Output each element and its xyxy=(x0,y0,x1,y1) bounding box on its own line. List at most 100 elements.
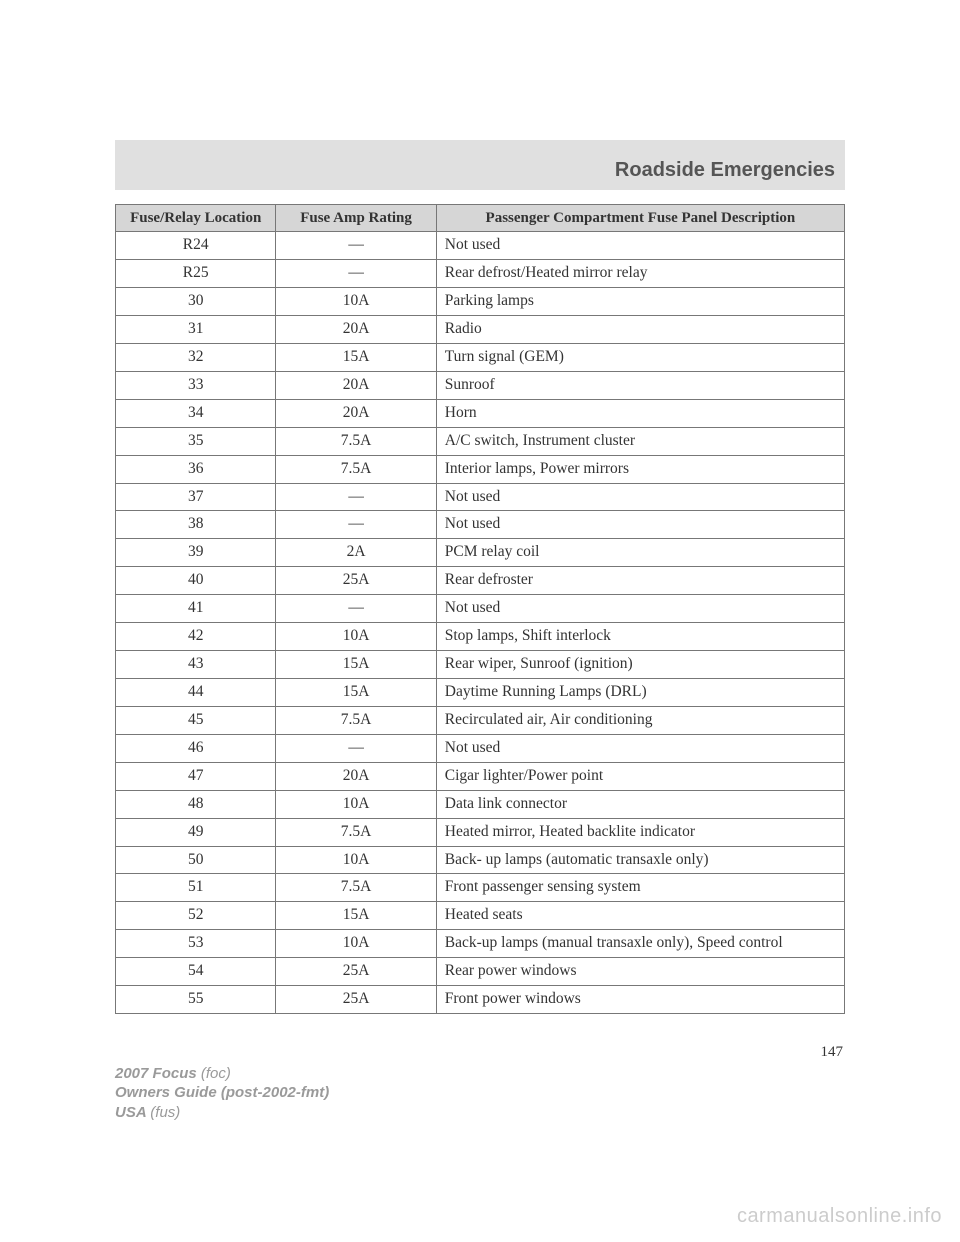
cell-amp: 7.5A xyxy=(276,706,436,734)
footer-model-code: (foc) xyxy=(201,1065,231,1082)
cell-amp: 20A xyxy=(276,399,436,427)
page-content: Roadside Emergencies Fuse/Relay Location… xyxy=(0,0,960,1061)
cell-location: 41 xyxy=(116,595,276,623)
cell-description: Front power windows xyxy=(436,986,844,1014)
cell-description: Not used xyxy=(436,232,844,260)
footer-region: USA xyxy=(115,1104,150,1121)
table-row: 457.5ARecirculated air, Air conditioning xyxy=(116,706,845,734)
cell-amp: 7.5A xyxy=(276,874,436,902)
cell-location: 31 xyxy=(116,316,276,344)
cell-amp: — xyxy=(276,734,436,762)
cell-location: 54 xyxy=(116,958,276,986)
cell-description: PCM relay coil xyxy=(436,539,844,567)
cell-amp: 20A xyxy=(276,316,436,344)
table-row: 3420AHorn xyxy=(116,399,845,427)
cell-description: Not used xyxy=(436,483,844,511)
cell-amp: 15A xyxy=(276,902,436,930)
cell-location: 47 xyxy=(116,762,276,790)
footer-line-2: Owners Guide (post-2002-fmt) xyxy=(115,1083,329,1103)
cell-description: Data link connector xyxy=(436,790,844,818)
cell-description: Cigar lighter/Power point xyxy=(436,762,844,790)
cell-location: 36 xyxy=(116,455,276,483)
cell-location: 40 xyxy=(116,567,276,595)
cell-amp: 15A xyxy=(276,651,436,679)
cell-amp: — xyxy=(276,511,436,539)
cell-description: Not used xyxy=(436,595,844,623)
cell-location: 34 xyxy=(116,399,276,427)
table-row: 4315ARear wiper, Sunroof (ignition) xyxy=(116,651,845,679)
cell-location: 38 xyxy=(116,511,276,539)
cell-location: 49 xyxy=(116,818,276,846)
footer-model: 2007 Focus xyxy=(115,1065,201,1082)
table-row: 3215ATurn signal (GEM) xyxy=(116,343,845,371)
table-row: 4720ACigar lighter/Power point xyxy=(116,762,845,790)
cell-location: 51 xyxy=(116,874,276,902)
table-row: R25—Rear defrost/Heated mirror relay xyxy=(116,260,845,288)
cell-location: 39 xyxy=(116,539,276,567)
cell-amp: 15A xyxy=(276,343,436,371)
fuse-table: Fuse/Relay Location Fuse Amp Rating Pass… xyxy=(115,204,845,1014)
cell-amp: 7.5A xyxy=(276,427,436,455)
table-row: 392APCM relay coil xyxy=(116,539,845,567)
table-row: 3120ARadio xyxy=(116,316,845,344)
cell-location: 42 xyxy=(116,623,276,651)
table-row: 497.5AHeated mirror, Heated backlite ind… xyxy=(116,818,845,846)
cell-location: 53 xyxy=(116,930,276,958)
table-row: 3320ASunroof xyxy=(116,371,845,399)
cell-amp: 20A xyxy=(276,371,436,399)
footer-region-code: (fus) xyxy=(150,1104,180,1121)
cell-description: Rear wiper, Sunroof (ignition) xyxy=(436,651,844,679)
cell-description: Sunroof xyxy=(436,371,844,399)
cell-amp: — xyxy=(276,260,436,288)
cell-description: Turn signal (GEM) xyxy=(436,343,844,371)
cell-amp: 2A xyxy=(276,539,436,567)
table-row: 517.5AFront passenger sensing system xyxy=(116,874,845,902)
cell-amp: 25A xyxy=(276,567,436,595)
cell-description: Radio xyxy=(436,316,844,344)
col-header-description: Passenger Compartment Fuse Panel Descrip… xyxy=(436,205,844,232)
col-header-amp: Fuse Amp Rating xyxy=(276,205,436,232)
cell-amp: 10A xyxy=(276,790,436,818)
cell-description: Stop lamps, Shift interlock xyxy=(436,623,844,651)
table-row: 41—Not used xyxy=(116,595,845,623)
table-row: 5215AHeated seats xyxy=(116,902,845,930)
cell-amp: 20A xyxy=(276,762,436,790)
cell-amp: 7.5A xyxy=(276,455,436,483)
cell-location: 46 xyxy=(116,734,276,762)
cell-location: 35 xyxy=(116,427,276,455)
cell-location: R24 xyxy=(116,232,276,260)
table-row: 4025ARear defroster xyxy=(116,567,845,595)
table-row: 5010ABack- up lamps (automatic transaxle… xyxy=(116,846,845,874)
table-row: 357.5AA/C switch, Instrument cluster xyxy=(116,427,845,455)
table-row: 4415ADaytime Running Lamps (DRL) xyxy=(116,679,845,707)
cell-description: A/C switch, Instrument cluster xyxy=(436,427,844,455)
cell-description: Front passenger sensing system xyxy=(436,874,844,902)
footer-line-1: 2007 Focus (foc) xyxy=(115,1064,329,1084)
cell-amp: — xyxy=(276,595,436,623)
cell-amp: 7.5A xyxy=(276,818,436,846)
cell-description: Heated seats xyxy=(436,902,844,930)
cell-description: Parking lamps xyxy=(436,288,844,316)
cell-amp: 10A xyxy=(276,930,436,958)
table-row: 5310ABack-up lamps (manual transaxle onl… xyxy=(116,930,845,958)
section-title: Roadside Emergencies xyxy=(615,159,835,182)
cell-amp: — xyxy=(276,232,436,260)
table-row: 4810AData link connector xyxy=(116,790,845,818)
table-row: 38—Not used xyxy=(116,511,845,539)
cell-location: R25 xyxy=(116,260,276,288)
cell-amp: 25A xyxy=(276,986,436,1014)
cell-location: 48 xyxy=(116,790,276,818)
cell-location: 30 xyxy=(116,288,276,316)
table-row: 3010AParking lamps xyxy=(116,288,845,316)
col-header-location: Fuse/Relay Location xyxy=(116,205,276,232)
table-row: 37—Not used xyxy=(116,483,845,511)
cell-amp: — xyxy=(276,483,436,511)
cell-location: 55 xyxy=(116,986,276,1014)
cell-location: 45 xyxy=(116,706,276,734)
cell-description: Daytime Running Lamps (DRL) xyxy=(436,679,844,707)
table-row: R24—Not used xyxy=(116,232,845,260)
cell-amp: 10A xyxy=(276,623,436,651)
table-header-row: Fuse/Relay Location Fuse Amp Rating Pass… xyxy=(116,205,845,232)
cell-description: Not used xyxy=(436,734,844,762)
section-header-bar: Roadside Emergencies xyxy=(115,140,845,190)
